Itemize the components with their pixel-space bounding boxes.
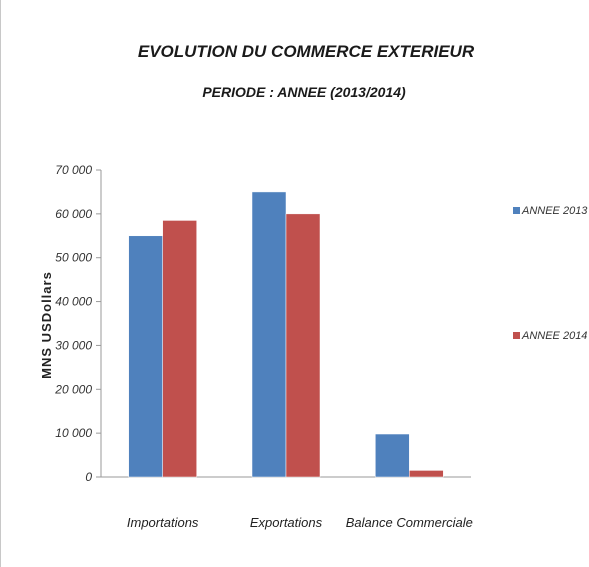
bar-annee-2014-balance-commerciale [409,470,444,478]
x-category-label: Balance Commerciale [346,515,473,530]
chart-subtitle: PERIODE : ANNEE (2013/2014) [202,84,406,100]
x-category-label: Importations [127,515,199,530]
y-axis: 0 10 000 20 000 30 000 40 000 50 000 60 000 70 … [54,163,471,484]
y-tick-label: 10 000 [55,426,92,440]
y-tick-label: 50 000 [55,251,92,265]
y-tick-label: 60 000 [55,207,92,221]
legend-swatch [513,207,520,214]
y-tick-label: 20 000 [54,382,92,396]
bar-annee-2013-balance-commerciale [375,433,410,478]
legend: ANNEE 2013 ANNEE 2014 [513,205,588,342]
legend-label: ANNEE 2013 [521,205,588,217]
category-labels: Importations Exportations Balance Commerci… [127,515,473,530]
bar-annee-2013-exportations [251,191,287,478]
y-axis-label: MNS USDollars [39,271,54,379]
bars-group [128,191,444,478]
bar-annee-2014-exportations [285,213,321,478]
x-category-label: Exportations [250,515,323,530]
y-tick-label: 40 000 [55,295,92,309]
y-tick-label: 70 000 [55,163,92,177]
chart-title: EVOLUTION DU COMMERCE EXTERIEUR [138,42,475,61]
legend-label: ANNEE 2014 [521,330,587,342]
y-tick-label: 0 [85,470,92,484]
y-tick-label: 30 000 [55,338,92,352]
bar-annee-2014-importations [162,220,197,478]
bar-annee-2013-importations [128,235,163,478]
legend-swatch [513,332,520,339]
